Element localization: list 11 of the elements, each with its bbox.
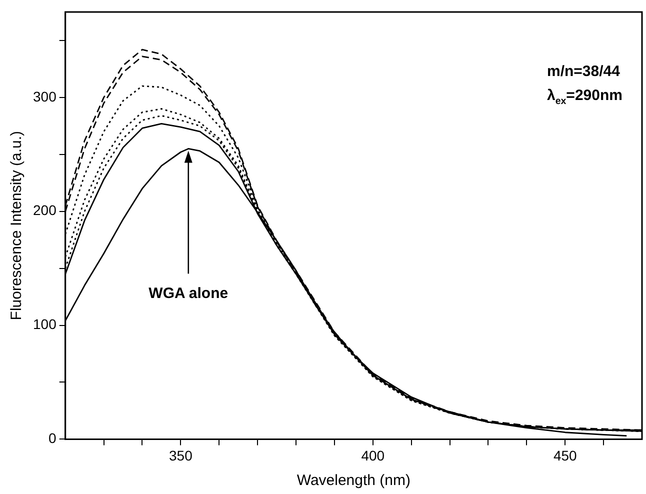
annotation: m/n=38/44	[547, 63, 621, 80]
x-tick-label: 350	[169, 447, 193, 464]
x-axis-title: Wavelength (nm)	[296, 472, 411, 490]
y-tick-label: 300	[33, 88, 57, 104]
y-tick-label: 200	[33, 202, 57, 218]
y-axis-title: Fluorescence Intensity (a.u.)	[8, 130, 26, 320]
y-tick-label: 0	[48, 430, 57, 446]
x-tick-label: 450	[553, 447, 578, 464]
x-tick-label: 400	[361, 447, 385, 464]
y-tick-label: 100	[33, 316, 57, 332]
annotation: WGA alone	[148, 284, 228, 302]
